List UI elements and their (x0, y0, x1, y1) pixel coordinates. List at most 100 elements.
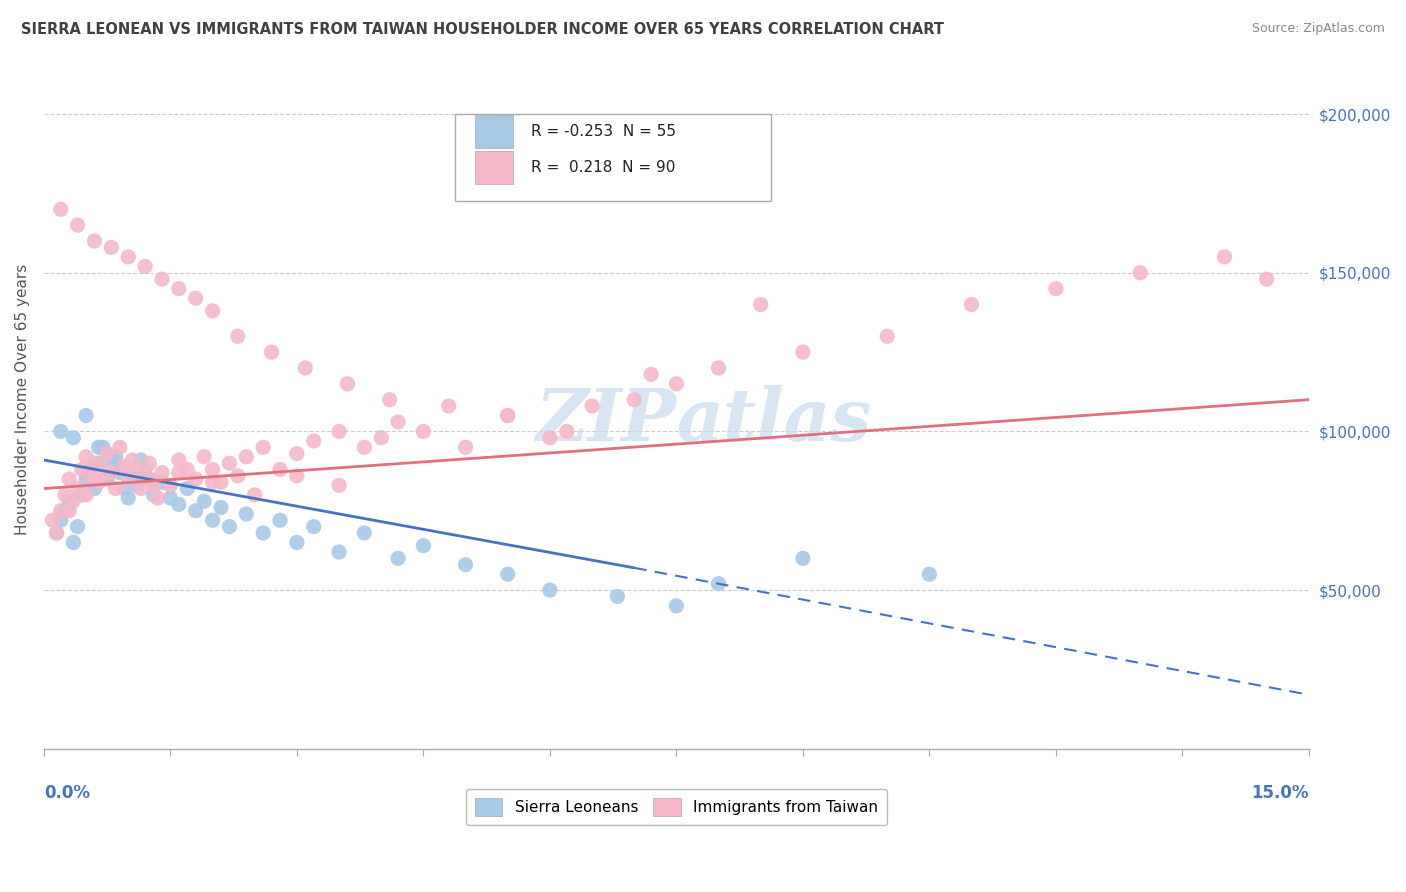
Point (129, 453, 152, 467)
Point (538, 582, 561, 597)
Point (285, 447, 308, 461)
Point (269, 513, 291, 527)
Point (112, 459, 135, 474)
Point (45, 525, 67, 540)
Point (87, 456, 110, 470)
Point (235, 450, 257, 464)
Point (749, 297, 772, 311)
Point (142, 478, 165, 492)
Point (581, 399, 603, 413)
Point (117, 250, 139, 264)
Point (285, 468, 308, 483)
Point (328, 425, 350, 439)
Point (142, 488, 165, 502)
Point (201, 513, 224, 527)
Point (62, 431, 84, 445)
Point (117, 472, 139, 486)
Point (134, 260, 156, 274)
Text: R =  0.218  N = 90: R = 0.218 N = 90 (531, 160, 675, 175)
Point (112, 482, 135, 496)
Point (665, 599, 688, 613)
Point (134, 462, 156, 476)
Point (62, 535, 84, 549)
Point (201, 462, 224, 476)
Point (218, 519, 240, 533)
Point (960, 297, 983, 311)
Point (117, 462, 139, 476)
Legend: Sierra Leoneans, Immigrants from Taiwan: Sierra Leoneans, Immigrants from Taiwan (465, 789, 887, 825)
Point (218, 456, 240, 470)
Point (75, 488, 97, 502)
Point (184, 291, 207, 305)
Point (496, 567, 519, 582)
Point (167, 497, 190, 511)
Point (70, 488, 93, 502)
Point (226, 329, 249, 343)
Point (336, 376, 359, 391)
Point (209, 475, 232, 490)
Point (269, 462, 291, 476)
Point (125, 478, 148, 492)
Point (707, 361, 730, 376)
Point (138, 456, 160, 470)
Point (252, 525, 274, 540)
Point (243, 488, 266, 502)
Point (201, 475, 224, 490)
Point (412, 425, 434, 439)
Text: 0.0%: 0.0% (44, 783, 90, 802)
Point (91, 462, 114, 476)
Point (49, 504, 72, 518)
Text: R = -0.253  N = 55: R = -0.253 N = 55 (531, 124, 676, 139)
Point (104, 450, 127, 464)
Point (75, 450, 97, 464)
Point (70, 462, 93, 476)
Text: Source: ZipAtlas.com: Source: ZipAtlas.com (1251, 22, 1385, 36)
Point (108, 440, 131, 454)
Point (454, 440, 477, 454)
Point (83, 234, 105, 248)
FancyBboxPatch shape (475, 115, 513, 148)
Point (302, 519, 325, 533)
Point (45, 525, 67, 540)
Point (75, 409, 97, 423)
Point (193, 494, 215, 508)
Point (112, 462, 135, 476)
Point (184, 472, 207, 486)
Point (96, 472, 118, 486)
Point (138, 472, 160, 486)
Point (353, 440, 375, 454)
Point (328, 478, 350, 492)
Text: SIERRA LEONEAN VS IMMIGRANTS FROM TAIWAN HOUSEHOLDER INCOME OVER 65 YEARS CORREL: SIERRA LEONEAN VS IMMIGRANTS FROM TAIWAN… (21, 22, 943, 37)
Point (121, 453, 143, 467)
Point (96, 447, 118, 461)
Point (49, 202, 72, 217)
Point (792, 345, 814, 359)
Point (66, 218, 89, 232)
Point (49, 425, 72, 439)
Point (83, 482, 105, 496)
Point (58, 504, 80, 518)
Point (918, 567, 941, 582)
Point (1129, 266, 1152, 280)
Point (49, 513, 72, 527)
Point (134, 468, 156, 483)
Point (387, 415, 409, 429)
Point (302, 434, 325, 448)
Point (53, 488, 76, 502)
Point (79, 462, 101, 476)
Point (1045, 282, 1067, 296)
Point (370, 431, 392, 445)
Text: atlas: atlas (676, 385, 872, 456)
Point (100, 450, 122, 464)
Point (75, 472, 97, 486)
Point (792, 551, 814, 566)
Point (150, 466, 173, 480)
Point (150, 272, 173, 286)
Text: ZIP: ZIP (536, 385, 676, 456)
Point (41, 513, 63, 527)
Point (640, 368, 662, 382)
Point (496, 409, 519, 423)
Point (707, 576, 730, 591)
Point (91, 472, 114, 486)
Point (167, 453, 190, 467)
